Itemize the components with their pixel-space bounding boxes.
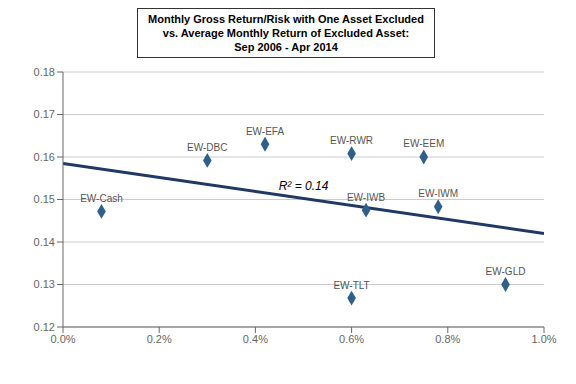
svg-text:0.0%: 0.0% [50,333,75,345]
svg-text:EW-RWR: EW-RWR [330,135,373,146]
svg-text:0.17: 0.17 [34,108,55,120]
svg-text:0.4%: 0.4% [243,333,268,345]
svg-text:0.6%: 0.6% [339,333,364,345]
svg-text:1.0%: 1.0% [531,333,556,345]
svg-text:0.13: 0.13 [34,278,55,290]
svg-text:0.15: 0.15 [34,193,55,205]
svg-text:EW-DBC: EW-DBC [187,142,227,153]
svg-text:R² = 0.14: R² = 0.14 [279,179,329,193]
svg-text:0.12: 0.12 [34,321,55,333]
svg-text:0.8%: 0.8% [435,333,460,345]
html-text:Monthly Gross Return/Risk with: Monthly Gross Return/Risk with One Asset… [148,13,424,25]
html-text:Sep 2006 - Apr 2014: Sep 2006 - Apr 2014 [234,41,338,53]
svg-text:EW-GLD: EW-GLD [486,266,526,277]
svg-text:EW-IWB: EW-IWB [347,192,385,203]
svg-text:0.2%: 0.2% [147,333,172,345]
svg-text:EW-TLT: EW-TLT [333,280,369,291]
svg-text:0.18: 0.18 [34,66,55,78]
svg-text:EW-IWM: EW-IWM [418,188,458,199]
svg-text:EW-Cash: EW-Cash [80,193,123,204]
svg-text:0.14: 0.14 [34,236,55,248]
svg-text:0.16: 0.16 [34,151,55,163]
svg-text:EW-EFA: EW-EFA [246,126,284,137]
svg-text:EW-EEM: EW-EEM [403,138,444,149]
html-text:vs. Average Monthly Return of: vs. Average Monthly Return of Excluded A… [162,27,410,39]
